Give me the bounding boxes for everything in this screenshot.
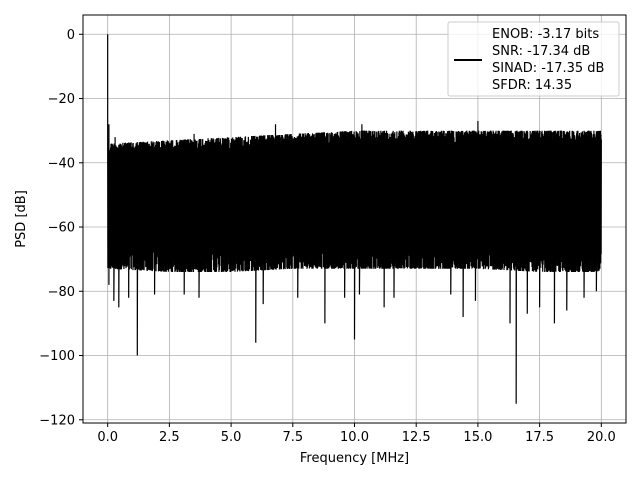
x-axis-label: Frequency [MHz] bbox=[300, 451, 409, 466]
legend-label-line: ENOB: -3.17 bits bbox=[492, 27, 599, 42]
y-tick-label: 0 bbox=[67, 28, 75, 43]
y-tick-label: −40 bbox=[48, 156, 75, 171]
legend-box bbox=[447, 21, 620, 97]
x-tick-label: 0.0 bbox=[97, 430, 118, 445]
x-tick-label: 15.0 bbox=[463, 430, 492, 445]
y-axis-ticks: 0 −20 −40 −60 −80 −100 −120 bbox=[39, 28, 83, 428]
legend-label-line: SFDR: 14.35 bbox=[492, 78, 572, 93]
x-tick-label: 7.5 bbox=[282, 430, 303, 445]
x-tick-label: 20.0 bbox=[587, 430, 616, 445]
y-tick-label: −80 bbox=[48, 285, 75, 300]
x-tick-label: 10.0 bbox=[340, 430, 369, 445]
legend-label-line: SINAD: -17.35 dB bbox=[492, 61, 604, 76]
legend: ENOB: -3.17 bits SNR: -17.34 dB SINAD: -17… bbox=[447, 21, 620, 97]
y-tick-label: −120 bbox=[39, 413, 75, 428]
legend-label-line: SNR: -17.34 dB bbox=[492, 44, 590, 59]
y-tick-label: −100 bbox=[39, 349, 75, 364]
y-tick-label: −20 bbox=[48, 92, 75, 107]
x-tick-label: 17.5 bbox=[525, 430, 554, 445]
x-tick-label: 12.5 bbox=[402, 430, 431, 445]
x-tick-label: 5.0 bbox=[221, 430, 242, 445]
y-tick-label: −60 bbox=[48, 221, 75, 236]
plot-area bbox=[107, 34, 602, 404]
x-tick-label: 2.5 bbox=[159, 430, 180, 445]
psd-series-line bbox=[107, 34, 602, 404]
y-axis-label: PSD [dB] bbox=[14, 190, 29, 248]
legend-label: ENOB: -3.17 bits SNR: -17.34 dB SINAD: -17… bbox=[492, 27, 604, 93]
x-axis-ticks: 0.0 2.5 5.0 7.5 10.0 12.5 15.0 17.5 20.0 bbox=[97, 423, 616, 445]
